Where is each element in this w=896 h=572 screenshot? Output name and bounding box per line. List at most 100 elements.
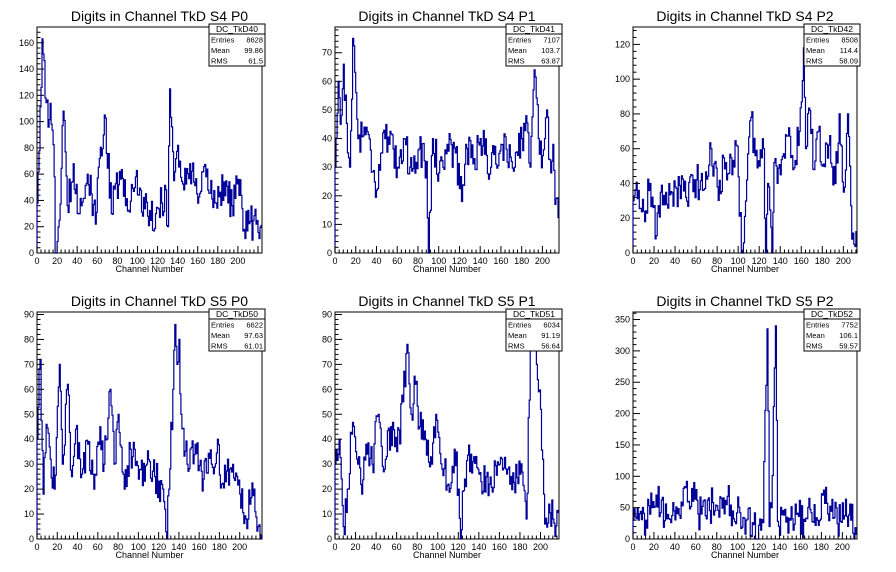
stats-name: DC_TkD42 xyxy=(811,24,853,34)
stats-value: 114.4 xyxy=(840,46,858,55)
stats-box: DC_TkD41 Entries 7107 Mean 103.7 RMS 63.87 xyxy=(505,23,563,67)
stats-box-frame xyxy=(803,308,861,352)
y-tick-label: 0 xyxy=(29,534,34,544)
stats-label: Mean xyxy=(806,331,825,340)
stats-name: DC_TkD50 xyxy=(216,309,258,319)
x-axis-label: Channel Number xyxy=(413,550,481,560)
x-tick-label: 200 xyxy=(232,542,247,552)
y-axis: 0 50 100 150 200 250 300 350 xyxy=(615,312,640,544)
y-tick-label: 40 xyxy=(620,178,630,188)
x-tick-label: 120 xyxy=(752,256,767,266)
plot-frame xyxy=(632,311,858,540)
y-tick-label: 20 xyxy=(620,213,630,223)
x-tick-label: 120 xyxy=(452,256,467,266)
y-tick-label: 40 xyxy=(322,434,332,444)
x-tick-label: 180 xyxy=(814,542,829,552)
stats-box-frame xyxy=(505,308,563,352)
x-tick-label: 0 xyxy=(332,542,337,552)
x-tick-label: 100 xyxy=(130,256,145,266)
y-axis: 0 10 20 30 40 50 60 70 80 90 xyxy=(24,309,44,544)
y-tick-label: 0 xyxy=(327,248,332,258)
x-axis: 0 20 40 60 80 100 120 140 160 180 200 Channel Numbe… xyxy=(34,532,261,560)
x-tick-label: 200 xyxy=(836,256,851,266)
stats-label: Mean xyxy=(211,46,230,55)
stats-label: Mean xyxy=(508,331,527,340)
chart-title: Digits in Channel TkD S4 P2 xyxy=(656,8,833,24)
plot-frame xyxy=(334,311,560,540)
stats-box-frame xyxy=(505,23,563,67)
histogram-series xyxy=(632,325,857,540)
stats-value: 6622 xyxy=(246,321,263,330)
stats-label: Entries xyxy=(508,321,532,330)
y-tick-label: 90 xyxy=(24,309,34,319)
histogram-series xyxy=(36,323,262,540)
x-tick-label: 60 xyxy=(691,542,701,552)
y-tick-label: 0 xyxy=(327,534,332,544)
x-axis: 0 20 40 60 80 100 120 140 160 180 200 Channel Numbe… xyxy=(630,246,857,274)
x-tick-label: 80 xyxy=(412,542,422,552)
histogram-panel: Digits in Channel TkD S4 P2 0 20 40 60 80 100 1… xyxy=(615,8,861,274)
y-tick-label: 20 xyxy=(322,191,332,201)
y-tick-label: 160 xyxy=(19,38,34,48)
x-tick-label: 60 xyxy=(691,256,701,266)
stats-label: Entries xyxy=(211,36,235,45)
chart-title: Digits in Channel TkD S4 P1 xyxy=(358,8,535,24)
y-tick-label: 50 xyxy=(322,409,332,419)
x-tick-label: 0 xyxy=(34,256,39,266)
y-tick-label: 70 xyxy=(322,48,332,58)
stats-value: 58.09 xyxy=(839,57,858,66)
chart-title: Digits in Channel TkD S5 P0 xyxy=(71,293,248,309)
y-tick-label: 40 xyxy=(24,434,34,444)
y-tick-label: 100 xyxy=(19,117,34,127)
x-tick-label: 60 xyxy=(392,256,402,266)
plot-frame xyxy=(36,311,263,540)
x-axis-label: Channel Number xyxy=(413,264,481,274)
x-axis: 0 20 40 60 80 100 120 140 160 180 200 Channel Numbe… xyxy=(332,532,558,560)
y-tick-label: 350 xyxy=(615,315,630,325)
y-tick-label: 150 xyxy=(615,440,630,450)
y-tick-label: 20 xyxy=(24,222,34,232)
stats-box-frame xyxy=(208,23,266,67)
histogram-series xyxy=(632,47,857,254)
y-tick-label: 30 xyxy=(24,459,34,469)
x-tick-label: 40 xyxy=(670,542,680,552)
stats-name: DC_TkD41 xyxy=(513,24,555,34)
y-axis: 0 10 20 30 40 50 60 70 xyxy=(322,29,342,258)
x-tick-label: 100 xyxy=(430,542,445,552)
stats-value: 63.87 xyxy=(541,57,560,66)
y-tick-label: 200 xyxy=(615,409,630,419)
plot-frame xyxy=(632,26,858,254)
x-tick-label: 140 xyxy=(471,542,486,552)
x-tick-label: 140 xyxy=(171,542,186,552)
x-tick-label: 80 xyxy=(413,256,423,266)
stats-label: RMS xyxy=(508,342,525,351)
stats-label: RMS xyxy=(211,342,228,351)
stats-value: 8628 xyxy=(246,36,263,45)
x-tick-label: 100 xyxy=(131,542,146,552)
x-tick-label: 140 xyxy=(473,256,488,266)
x-tick-label: 20 xyxy=(52,256,62,266)
stats-box: DC_TkD50 Entries 6622 Mean 97.63 RMS 61.01 xyxy=(208,308,266,352)
histogram-panel: Digits in Channel TkD S5 P10 20 40 60 80 100 1… xyxy=(322,293,563,560)
y-tick-label: 80 xyxy=(322,334,332,344)
x-tick-label: 40 xyxy=(670,256,680,266)
x-tick-label: 140 xyxy=(170,256,185,266)
histogram-panel: Digits in Channel TkD S5 P2 0 20 40 60 80 100 1… xyxy=(615,293,861,560)
y-tick-label: 0 xyxy=(29,248,34,258)
stats-value: 7752 xyxy=(841,321,858,330)
x-tick-label: 40 xyxy=(371,542,381,552)
x-tick-label: 160 xyxy=(794,256,809,266)
y-axis: 0 20 40 60 80 100 120 xyxy=(615,29,640,258)
x-tick-label: 140 xyxy=(772,542,787,552)
stats-value: 56.64 xyxy=(541,342,560,351)
y-tick-label: 50 xyxy=(24,409,34,419)
x-tick-label: 20 xyxy=(52,542,62,552)
y-tick-label: 90 xyxy=(322,309,332,319)
y-tick-label: 140 xyxy=(19,64,34,74)
x-tick-label: 180 xyxy=(512,542,527,552)
stats-value: 61.01 xyxy=(244,342,263,351)
stats-label: Entries xyxy=(508,36,532,45)
x-tick-label: 200 xyxy=(533,542,548,552)
stats-value: 99.86 xyxy=(244,46,263,55)
y-axis: 0 20 40 60 80 100 120 140 160 xyxy=(19,26,44,258)
